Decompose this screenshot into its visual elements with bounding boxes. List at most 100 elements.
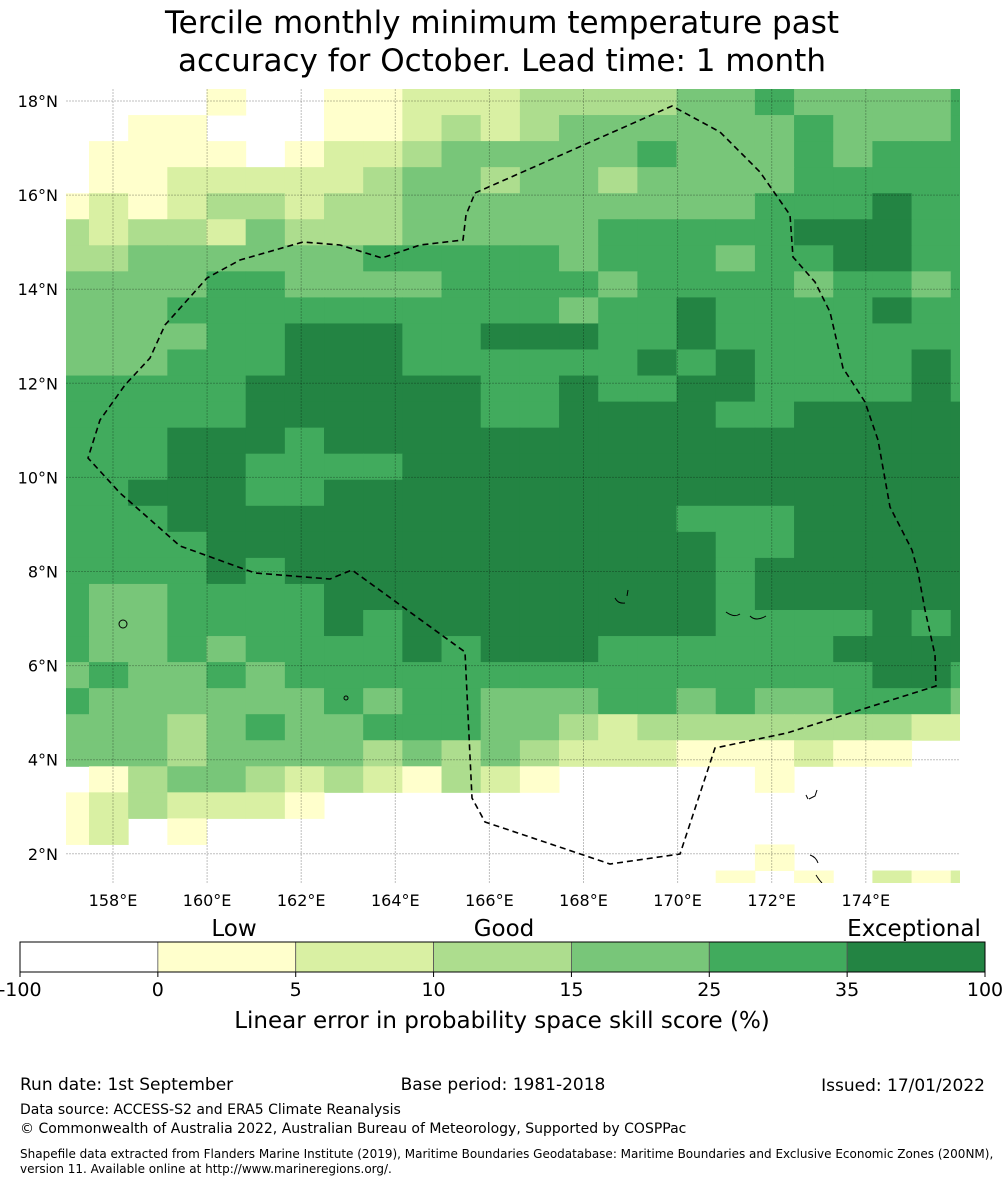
grid-cell [676, 688, 717, 715]
grid-cell [441, 375, 482, 403]
grid-cell [559, 271, 599, 298]
grid-cell [637, 688, 678, 715]
latitude-label: 8°N [28, 563, 58, 582]
grid-cell [324, 557, 364, 585]
grid-cell [519, 583, 560, 611]
grid-cell [402, 271, 443, 298]
grid-cell [833, 115, 873, 142]
grid-cell [128, 193, 168, 220]
grid-cell [911, 479, 952, 507]
grid-cell [637, 740, 678, 767]
grid-cell [950, 349, 960, 377]
grid-cell [715, 271, 756, 298]
grid-cell [167, 662, 208, 689]
grid-cell [284, 610, 325, 637]
grid-cell [324, 766, 364, 793]
grid-cell [559, 688, 599, 715]
grid-cell [794, 167, 834, 194]
grid-cell [519, 531, 560, 559]
colorbar-segment [708, 941, 848, 973]
grid-cell [911, 271, 952, 298]
grid-cell [324, 610, 364, 637]
grid-cell [206, 375, 247, 403]
grid-cell [89, 193, 129, 220]
longitude-label: 168°E [559, 891, 608, 910]
grid-cell [402, 115, 443, 142]
grid-cell [598, 557, 638, 585]
grid-cell [559, 662, 599, 689]
grid-cell [245, 662, 286, 689]
grid-cell [833, 141, 873, 168]
grid-cell [245, 453, 286, 481]
grid-cell [911, 714, 952, 741]
grid-cell [519, 688, 560, 715]
grid-cell [950, 193, 960, 220]
grid-cell [833, 479, 873, 507]
grid-cell [441, 89, 482, 116]
grid-cell [66, 401, 90, 429]
grid-cell [284, 219, 325, 246]
grid-cell [911, 453, 952, 481]
grid-cell [950, 583, 960, 611]
grid-cell [794, 714, 834, 741]
grid-cell [559, 453, 599, 481]
grid-cell [89, 479, 129, 507]
grid-cell [715, 714, 756, 741]
grid-cell [637, 271, 678, 298]
grid-cell [950, 662, 960, 689]
grid-cell [66, 349, 90, 377]
grid-cell [833, 427, 873, 455]
grid-cell [872, 297, 913, 324]
grid-cell [872, 610, 913, 637]
grid-cell [794, 870, 834, 883]
grid-cell [167, 193, 208, 220]
grid-cell [441, 115, 482, 142]
grid-cell [833, 167, 873, 194]
grid-cell [637, 453, 678, 481]
grid-cell [284, 662, 325, 689]
grid-cell [402, 636, 443, 663]
grid-cell [715, 323, 756, 350]
grid-cell [167, 636, 208, 663]
grid-cell [754, 740, 795, 767]
grid-cell [245, 219, 286, 246]
grid-cell [637, 479, 678, 507]
colorbar-tick-label: 10 [421, 979, 445, 1001]
grid-cell [128, 740, 168, 767]
grid-cell [363, 766, 403, 793]
grid-cell [676, 505, 717, 533]
grid-cell [441, 271, 482, 298]
grid-cell [754, 766, 795, 793]
grid-cell [715, 505, 756, 533]
grid-cell [794, 323, 834, 350]
grid-cell [206, 323, 247, 350]
latitude-label: 10°N [18, 468, 58, 487]
grid-cell [598, 479, 638, 507]
grid-cell [637, 401, 678, 429]
grid-cell [66, 714, 90, 741]
colorbar-segment [571, 941, 710, 973]
grid-cell [794, 193, 834, 220]
graticule [66, 89, 960, 883]
longitude-label: 174°E [841, 891, 890, 910]
grid-cell [206, 662, 247, 689]
grid-cell [598, 219, 638, 246]
grid-cell [206, 766, 247, 793]
data-source: Data source: ACCESS-S2 and ERA5 Climate … [20, 1102, 401, 1118]
grid-cell [480, 610, 521, 637]
grid-cell [715, 636, 756, 663]
grid-cell [637, 323, 678, 350]
grid-cell [637, 297, 678, 324]
grid-cell [324, 531, 364, 559]
grid-cell [519, 349, 560, 377]
grid-cell [245, 427, 286, 455]
grid-cell [754, 349, 795, 377]
grid-cell [206, 167, 247, 194]
grid-cell [559, 531, 599, 559]
colorbar: -100 0 5 10 15 25 35 100 [0, 941, 1003, 1001]
grid-cell [441, 688, 482, 715]
grid-cell [206, 427, 247, 455]
grid-cell [284, 740, 325, 767]
grid-cell [598, 193, 638, 220]
grid-cell [676, 89, 717, 116]
